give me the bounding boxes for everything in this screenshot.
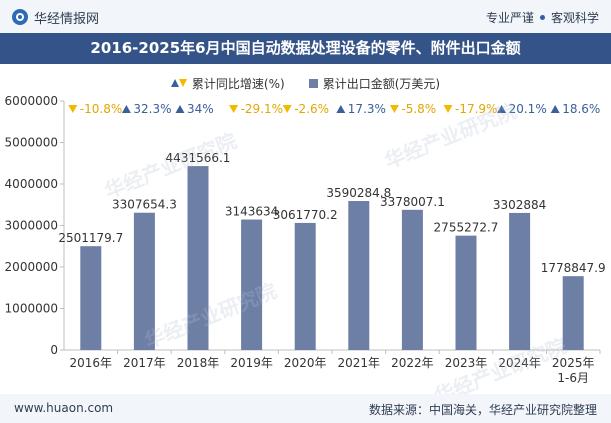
legend-item-growth[interactable]: 累计同比增速(%) [170,75,285,92]
x-tick-label: 2019年 [230,356,273,370]
footer-bar: www.huaon.com 数据来源：中国海关，华经产业研究院整理 [0,394,611,423]
y-tick-label: 1000000 [5,302,58,316]
bar-value-label: 3590284.8 [326,186,391,200]
legend-item-amount[interactable]: 累计出口金额(万美元) [308,75,441,92]
growth-label: -10.8% [80,102,122,116]
legend-swatch-amount [308,78,318,88]
x-tick-label: 2022年 [391,356,434,370]
bar-value-label: 1778847.9 [541,261,606,275]
bar-value-label: 2501179.7 [58,231,123,245]
y-tick-label: 3000000 [5,219,58,233]
tag-professional: 专业严谨 [485,11,534,25]
bar [562,276,584,350]
growth-up-marker [336,105,346,113]
bar-value-label: 3378007.1 [380,195,445,209]
top-bar: 华经情报网 专业严谨 客观科学 [0,0,611,33]
growth-label: 20.1% [509,102,547,116]
bar-value-label: 4431566.1 [166,151,231,165]
dot-icon [539,15,545,20]
triangle-down-icon [178,79,187,87]
bar-value-label: 2755272.7 [434,221,499,235]
bar [509,212,531,350]
bar [80,246,102,350]
bar [133,212,155,350]
growth-up-marker [497,105,507,113]
chart-legend: 累计同比增速(%) 累计出口金额(万美元) [0,74,611,92]
x-tick-label: 2025年 [552,356,595,370]
x-tick-label: 2017年 [123,356,166,370]
bar-value-label: 3143634 [225,205,278,219]
y-tick-label: 0 [50,343,58,357]
growth-up-marker [175,105,185,113]
y-tick-label: 6000000 [5,95,58,108]
brand-name: 华经情报网 [34,11,100,27]
growth-label: 32.3% [133,102,171,116]
x-tick-label: 2016年 [70,356,113,370]
bar [401,209,423,350]
legend-label-growth: 累计同比增速(%) [191,76,285,91]
x-tick-label: 2020年 [284,356,327,370]
growth-label: -5.8% [401,102,436,116]
bar [294,222,316,350]
title-bar: 2016-2025年6月中国自动数据处理设备的零件、附件出口金额 [0,33,611,64]
x-tick-label: 2021年 [338,356,381,370]
bar [241,219,263,350]
x-tick-label: 1-6月 [557,371,589,385]
growth-down-marker [282,105,292,113]
bar-value-label: 3061770.2 [273,208,338,222]
footer-source: 数据来源：中国海关，华经产业研究院整理 [368,403,597,417]
growth-label: 34% [187,102,214,116]
triangle-up-icon [170,79,179,87]
growth-label: -17.9% [455,102,497,116]
legend-label-amount: 累计出口金额(万美元) [322,76,441,91]
growth-label: 18.6% [562,102,600,116]
bar-value-label: 3302884 [493,198,546,212]
y-tick-label: 4000000 [5,177,58,191]
growth-label: -2.6% [294,102,329,116]
brand[interactable]: 华经情报网 [12,7,99,27]
bar [455,235,477,350]
chart-title: 2016-2025年6月中国自动数据处理设备的零件、附件出口金额 [90,39,521,57]
growth-down-marker [68,105,78,113]
bar-value-label: 3307654.3 [112,198,177,212]
growth-up-marker [550,105,560,113]
growth-label: -29.1% [241,102,283,116]
bar-chart: 0 1000000 2000000 3000000 4000000 5000000 6000… [5,95,606,385]
header-tags: 专业严谨 客观科学 [486,9,599,26]
bar [348,201,370,350]
footer-website-link[interactable]: www.huaon.com [14,401,114,415]
x-tick-label: 2024年 [498,356,541,370]
growth-down-marker [389,105,399,113]
y-tick-label: 5000000 [5,136,58,150]
growth-down-marker [443,105,453,113]
tag-objective: 客观科学 [550,11,599,25]
growth-down-marker [229,105,239,113]
y-tick-label: 2000000 [5,260,58,274]
x-tick-label: 2018年 [177,356,220,370]
brand-logo-icon [12,9,28,25]
bar [187,166,209,350]
growth-up-marker [121,105,131,113]
x-tick-label: 2023年 [445,356,488,370]
growth-label: 17.3% [348,102,386,116]
